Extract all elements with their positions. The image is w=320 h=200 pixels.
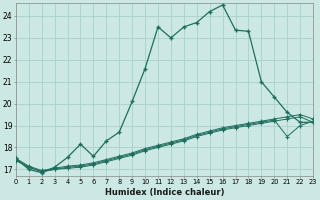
X-axis label: Humidex (Indice chaleur): Humidex (Indice chaleur) (105, 188, 224, 197)
